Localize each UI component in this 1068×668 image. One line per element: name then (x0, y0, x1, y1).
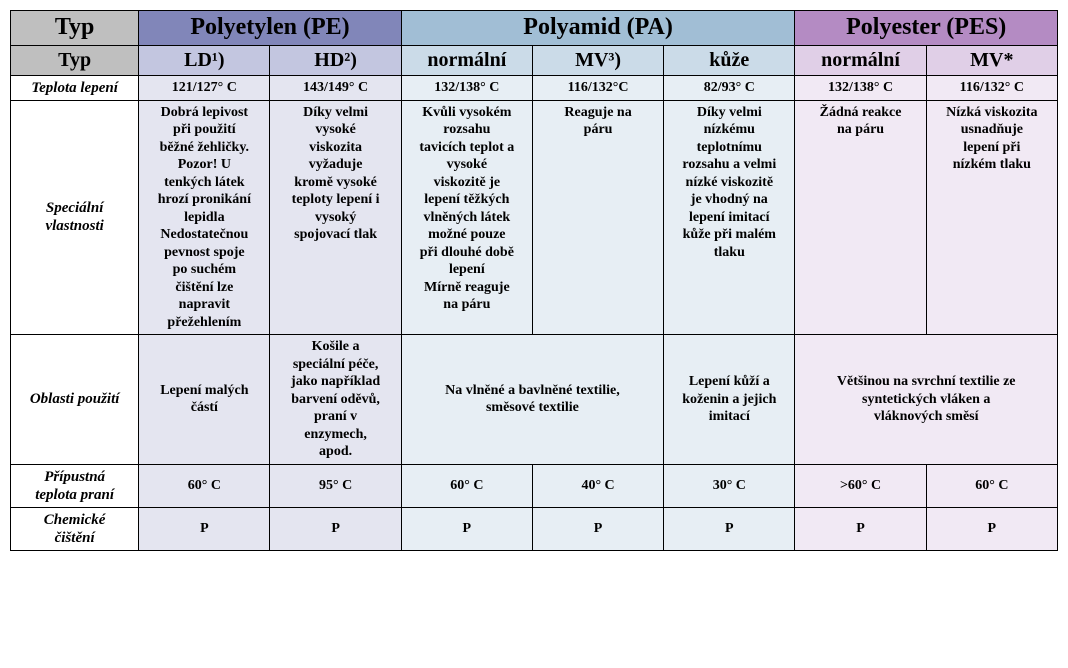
hdr-sub-pes-norm: normální (795, 45, 926, 75)
label-teplota-lepeni: Teplota lepení (11, 75, 139, 100)
label-specialni: Speciální vlastnosti (11, 100, 139, 335)
cell-oblasti-pa-kuze: Lepení kůží a koženin a jejich imitací (664, 335, 795, 465)
cell-chem-pa-norm: P (401, 507, 532, 550)
hdr-pes: Polyester (PES) (795, 11, 1058, 46)
cell-chem-pes-norm: P (795, 507, 926, 550)
label-oblasti: Oblasti použití (11, 335, 139, 465)
hdr-sub-pa-norm: normální (401, 45, 532, 75)
hdr-sub-typ: Typ (11, 45, 139, 75)
cell-teplota-pes-mv: 116/132° C (926, 75, 1057, 100)
cell-teplota-pe-ld: 121/127° C (139, 75, 270, 100)
row-teplota-lepeni: Teplota lepení 121/127° C 143/149° C 132… (11, 75, 1058, 100)
cell-spec-pa-mv: Reaguje na páru (532, 100, 663, 335)
label-teplota-prani: Přípustná teplota praní (11, 464, 139, 507)
hdr-sub-pe-ld: LD¹) (139, 45, 270, 75)
row-specialni-vlastnosti: Speciální vlastnosti Dobrá lepivost při … (11, 100, 1058, 335)
cell-spec-pes-mv: Nízká viskozita usnadňuje lepení při níz… (926, 100, 1057, 335)
hdr-sub-pes-mv: MV* (926, 45, 1057, 75)
hdr-pa: Polyamid (PA) (401, 11, 795, 46)
label-chemicke: Chemické čištění (11, 507, 139, 550)
hdr-sub-pa-kuze: kůže (664, 45, 795, 75)
cell-spec-pa-norm: Kvůli vysokém rozsahu tavicích teplot a … (401, 100, 532, 335)
hdr-sub-pe-hd: HD²) (270, 45, 401, 75)
row-teplota-prani: Přípustná teplota praní 60° C 95° C 60° … (11, 464, 1058, 507)
cell-chem-pe-hd: P (270, 507, 401, 550)
material-table: Typ Polyetylen (PE) Polyamid (PA) Polyes… (10, 10, 1058, 551)
cell-chem-pes-mv: P (926, 507, 1057, 550)
hdr-sub-pa-mv: MV³) (532, 45, 663, 75)
cell-prani-pa-mv: 40° C (532, 464, 663, 507)
cell-oblasti-pe-hd: Košile a speciální péče, jako například … (270, 335, 401, 465)
cell-oblasti-pes-both: Většinou na svrchní textilie ze syntetic… (795, 335, 1058, 465)
cell-teplota-pa-mv: 116/132°C (532, 75, 663, 100)
cell-spec-pe-hd: Díky velmi vysoké viskozita vyžaduje kro… (270, 100, 401, 335)
cell-oblasti-pa-norm-mv: Na vlněné a bavlněné textilie, směsové t… (401, 335, 663, 465)
cell-teplota-pa-norm: 132/138° C (401, 75, 532, 100)
cell-teplota-pes-norm: 132/138° C (795, 75, 926, 100)
cell-chem-pe-ld: P (139, 507, 270, 550)
hdr-pe: Polyetylen (PE) (139, 11, 401, 46)
cell-teplota-pe-hd: 143/149° C (270, 75, 401, 100)
cell-spec-pe-ld: Dobrá lepivost při použití běžné žehličk… (139, 100, 270, 335)
cell-teplota-pa-kuze: 82/93° C (664, 75, 795, 100)
hdr-typ: Typ (11, 11, 139, 46)
cell-prani-pes-norm: >60° C (795, 464, 926, 507)
cell-spec-pa-kuze: Díky velmi nízkému teplotnímu rozsahu a … (664, 100, 795, 335)
cell-oblasti-pe-ld: Lepení malých částí (139, 335, 270, 465)
header-row-main: Typ Polyetylen (PE) Polyamid (PA) Polyes… (11, 11, 1058, 46)
row-oblasti-pouziti: Oblasti použití Lepení malých částí Koši… (11, 335, 1058, 465)
cell-prani-pe-hd: 95° C (270, 464, 401, 507)
cell-prani-pes-mv: 60° C (926, 464, 1057, 507)
cell-spec-pes-norm: Žádná reakce na páru (795, 100, 926, 335)
cell-prani-pa-norm: 60° C (401, 464, 532, 507)
cell-chem-pa-mv: P (532, 507, 663, 550)
header-row-sub: Typ LD¹) HD²) normální MV³) kůže normáln… (11, 45, 1058, 75)
cell-chem-pa-kuze: P (664, 507, 795, 550)
cell-prani-pa-kuze: 30° C (664, 464, 795, 507)
cell-prani-pe-ld: 60° C (139, 464, 270, 507)
row-chemicke-cisteni: Chemické čištění P P P P P P P (11, 507, 1058, 550)
